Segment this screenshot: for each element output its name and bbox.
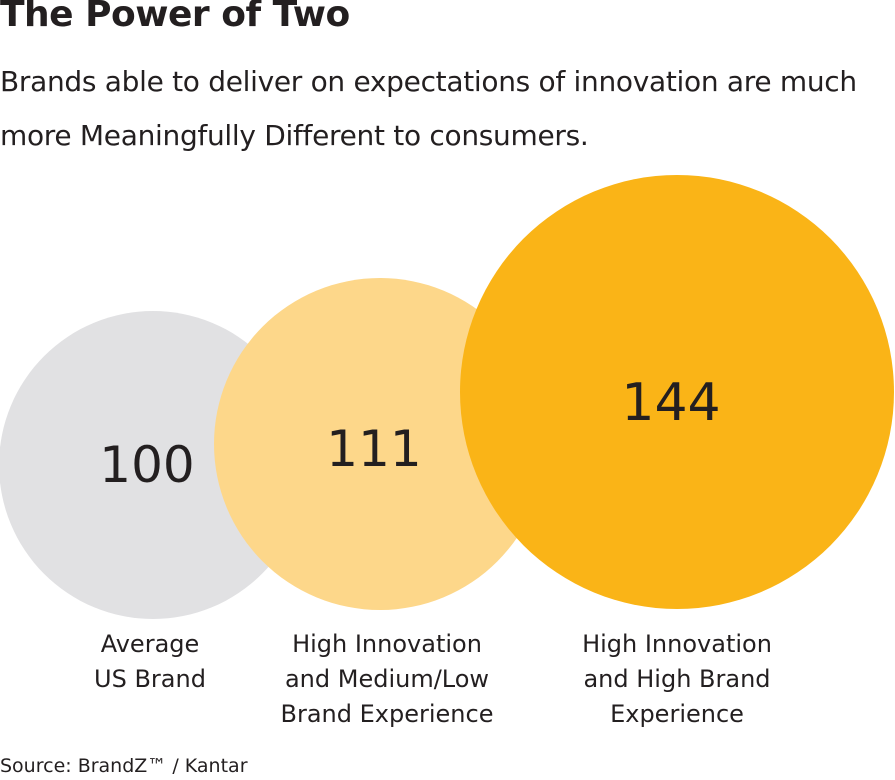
bubble-group bbox=[0, 175, 894, 619]
chart-title: The Power of Two bbox=[0, 0, 350, 35]
category-label-1: Average US Brand bbox=[94, 630, 206, 693]
chart-subtitle: Brands able to deliver on expectations o… bbox=[0, 65, 857, 152]
bubble-value-labels: 100 111 144 bbox=[99, 373, 720, 494]
bubble-3 bbox=[460, 175, 894, 609]
category-label-3: High Innovation and High Brand Experienc… bbox=[582, 630, 772, 728]
source-note: Source: BrandZ™ / Kantar bbox=[0, 755, 248, 777]
bubble-value-3: 144 bbox=[621, 373, 720, 433]
category-label-2: High Innovation and Medium/Low Brand Exp… bbox=[280, 630, 494, 728]
bubble-value-2: 111 bbox=[326, 420, 421, 478]
bubble-value-1: 100 bbox=[99, 436, 194, 494]
